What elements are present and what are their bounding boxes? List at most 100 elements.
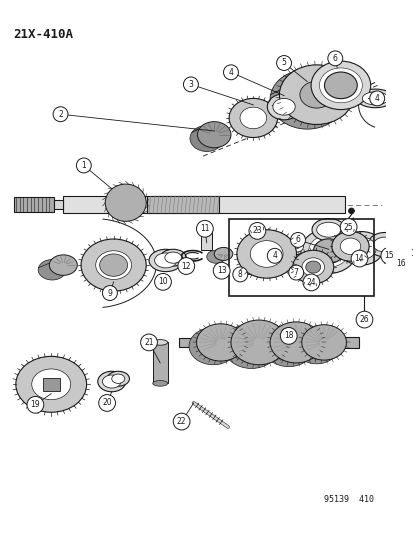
Text: 10: 10	[158, 277, 167, 286]
Circle shape	[213, 262, 230, 279]
Circle shape	[76, 158, 91, 173]
Circle shape	[406, 246, 413, 262]
Ellipse shape	[384, 238, 413, 259]
Ellipse shape	[189, 327, 237, 365]
Bar	[147, 196, 218, 213]
Ellipse shape	[190, 125, 223, 151]
Circle shape	[183, 77, 198, 92]
Circle shape	[350, 250, 367, 267]
Bar	[54, 200, 63, 209]
Ellipse shape	[310, 61, 370, 110]
Text: 11: 11	[199, 224, 209, 233]
Bar	[178, 338, 202, 347]
Circle shape	[327, 51, 342, 66]
Text: 9: 9	[107, 288, 112, 297]
Circle shape	[339, 219, 356, 236]
Ellipse shape	[228, 99, 277, 138]
Ellipse shape	[154, 253, 176, 268]
Ellipse shape	[214, 247, 232, 261]
Text: 4: 4	[374, 94, 379, 103]
Ellipse shape	[240, 107, 266, 128]
Text: 19: 19	[31, 400, 40, 409]
Circle shape	[276, 55, 291, 70]
Ellipse shape	[38, 260, 66, 280]
Ellipse shape	[16, 357, 86, 412]
Ellipse shape	[311, 219, 345, 241]
Bar	[335, 337, 358, 348]
Ellipse shape	[401, 233, 413, 252]
Ellipse shape	[367, 232, 401, 257]
Bar	[28, 378, 74, 391]
Text: 14: 14	[354, 254, 363, 263]
Text: 21: 21	[144, 338, 153, 347]
Ellipse shape	[112, 374, 124, 383]
Text: 16: 16	[396, 259, 405, 268]
Ellipse shape	[223, 324, 279, 368]
Bar	[63, 196, 344, 213]
Text: 18: 18	[283, 332, 293, 341]
Ellipse shape	[308, 235, 348, 267]
Bar	[14, 197, 54, 212]
Ellipse shape	[331, 231, 368, 261]
Circle shape	[232, 267, 247, 282]
Ellipse shape	[294, 328, 338, 364]
Text: 95139  410: 95139 410	[324, 495, 373, 504]
Text: 4: 4	[272, 251, 277, 260]
Text: 6: 6	[295, 236, 300, 245]
Ellipse shape	[269, 322, 321, 363]
Ellipse shape	[338, 231, 383, 265]
Bar	[152, 342, 167, 383]
Text: 6: 6	[332, 54, 337, 63]
Ellipse shape	[324, 72, 356, 99]
Ellipse shape	[319, 68, 361, 103]
Ellipse shape	[49, 255, 77, 276]
Ellipse shape	[196, 324, 244, 361]
Circle shape	[280, 327, 297, 344]
Ellipse shape	[206, 250, 225, 263]
Text: 2: 2	[58, 110, 63, 119]
Text: 8: 8	[237, 270, 242, 279]
Circle shape	[196, 221, 213, 237]
Circle shape	[223, 65, 238, 80]
Ellipse shape	[164, 252, 181, 263]
Ellipse shape	[356, 89, 393, 108]
Ellipse shape	[81, 239, 146, 291]
Ellipse shape	[152, 381, 167, 386]
Ellipse shape	[152, 340, 167, 345]
Text: 24: 24	[306, 278, 316, 287]
Ellipse shape	[160, 249, 186, 266]
Text: 26: 26	[359, 315, 368, 324]
Ellipse shape	[406, 237, 413, 248]
Text: 4: 4	[228, 68, 233, 77]
Ellipse shape	[305, 261, 320, 273]
Circle shape	[98, 394, 115, 411]
Circle shape	[27, 397, 44, 413]
Circle shape	[140, 334, 157, 351]
Text: 21X-410A: 21X-410A	[13, 28, 73, 41]
Bar	[43, 378, 59, 391]
Circle shape	[248, 222, 265, 239]
Text: 5: 5	[281, 59, 286, 68]
Circle shape	[290, 232, 305, 247]
Text: 15: 15	[384, 251, 393, 260]
Ellipse shape	[269, 69, 344, 129]
Text: 20: 20	[102, 399, 112, 407]
Ellipse shape	[361, 92, 387, 105]
Ellipse shape	[272, 99, 294, 115]
Circle shape	[154, 273, 171, 290]
Ellipse shape	[197, 122, 230, 148]
Circle shape	[173, 413, 190, 430]
Ellipse shape	[316, 222, 340, 237]
Ellipse shape	[95, 251, 131, 279]
Ellipse shape	[102, 375, 121, 388]
Text: 22: 22	[176, 417, 186, 426]
Text: 25: 25	[343, 223, 353, 231]
Bar	[201, 228, 212, 250]
Ellipse shape	[346, 237, 375, 260]
Text: 23: 23	[252, 227, 261, 236]
Ellipse shape	[107, 372, 129, 386]
Ellipse shape	[244, 231, 285, 262]
Circle shape	[288, 265, 303, 280]
Ellipse shape	[300, 229, 356, 273]
Ellipse shape	[262, 326, 314, 367]
